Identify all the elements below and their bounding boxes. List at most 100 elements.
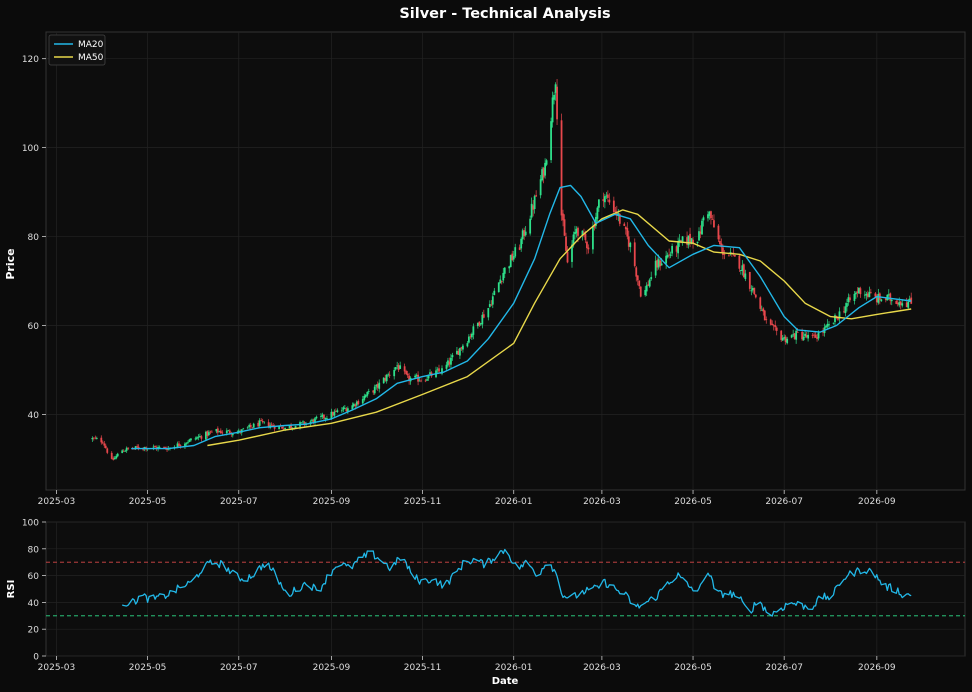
candle-body: [441, 368, 443, 374]
candle-body: [445, 364, 448, 369]
candle-body: [612, 200, 615, 212]
candle-body: [514, 247, 517, 257]
candle-body: [593, 225, 596, 228]
candle-body: [303, 422, 306, 425]
candle-body: [467, 336, 470, 343]
candle-body: [366, 391, 369, 396]
candle-body: [562, 213, 564, 221]
candle-body: [587, 247, 590, 250]
candle-body: [115, 455, 118, 459]
candle-body: [665, 255, 668, 264]
candle-body: [805, 335, 808, 338]
candle-body: [680, 240, 682, 242]
candle-body: [807, 334, 809, 339]
price-ytick-label: 80: [28, 233, 40, 243]
candle-body: [438, 368, 440, 372]
candle-body: [354, 404, 357, 407]
candle-body: [801, 331, 804, 340]
candle-body: [563, 219, 566, 236]
candle-body: [838, 311, 841, 319]
price-xtick-label: 2025-09: [313, 497, 351, 507]
price-ytick-label: 40: [28, 411, 40, 421]
candle-body: [544, 162, 546, 176]
candle-body: [300, 422, 303, 424]
candle-body: [448, 361, 451, 365]
candle-body: [907, 301, 910, 308]
candle-body: [783, 337, 786, 339]
candle-body: [748, 272, 751, 289]
candle-body: [210, 431, 213, 433]
candle-body: [382, 377, 385, 384]
candle-body: [221, 432, 224, 434]
candle-body: [426, 379, 428, 381]
candle-body: [499, 279, 502, 284]
candle-body: [125, 447, 128, 451]
rsi-xtick-label: 2026-05: [674, 663, 712, 673]
candle-body: [889, 293, 892, 301]
candle-body: [482, 314, 485, 318]
candle-body: [270, 424, 273, 426]
candle-body: [753, 287, 756, 295]
candle-body: [647, 284, 650, 286]
candle-body: [659, 260, 662, 267]
candle-body: [134, 446, 137, 449]
candle-body: [575, 228, 578, 234]
rsi-reference-lines: [46, 561, 965, 617]
candle-body: [738, 255, 741, 269]
candle-body: [197, 436, 200, 438]
candle-body: [858, 287, 860, 294]
candle-body: [529, 218, 532, 234]
candle-body: [905, 302, 908, 308]
candle-body: [880, 299, 883, 302]
candle-body: [493, 290, 496, 296]
candle-body: [597, 199, 600, 208]
candle-body: [290, 425, 292, 429]
candle-body: [846, 303, 848, 307]
candle-body: [334, 410, 337, 412]
candle-body: [302, 421, 304, 423]
candle-body: [813, 334, 815, 336]
candle-body: [603, 196, 606, 203]
rsi-ytick-label: 80: [28, 545, 40, 555]
candle-body: [660, 263, 663, 266]
candle-body: [121, 450, 124, 454]
candle-body: [227, 430, 230, 432]
candle-body: [595, 217, 597, 226]
candle-body: [466, 343, 469, 347]
rsi-ytick-label: 40: [28, 599, 40, 609]
candle-body: [542, 167, 545, 178]
candle-body: [713, 220, 715, 228]
candle-body: [602, 199, 605, 202]
candle-body: [901, 303, 904, 306]
candle-body: [336, 410, 339, 412]
candle-body: [351, 405, 354, 410]
candle-body: [509, 255, 512, 268]
candle-body: [460, 347, 463, 349]
candle-body: [376, 383, 379, 388]
candle-body: [583, 232, 585, 234]
candle-body: [393, 370, 396, 377]
price-xtick-label: 2026-07: [765, 497, 803, 507]
candle-body: [722, 247, 724, 255]
candle-body: [750, 290, 753, 292]
candle-body: [94, 437, 97, 439]
price-xtick-label: 2025-11: [404, 497, 442, 507]
candle-body: [92, 437, 95, 439]
candle-body: [545, 160, 548, 165]
candle-body: [110, 452, 113, 459]
candle-body: [717, 225, 720, 240]
chart-title: Silver - Technical Analysis: [399, 6, 610, 22]
candle-body: [320, 416, 322, 417]
candle-body: [623, 223, 626, 226]
rsi-xtick-label: 2025-11: [404, 663, 442, 673]
candle-body: [895, 301, 898, 304]
candle-body: [216, 428, 219, 433]
candle-body: [584, 233, 587, 240]
candle-body: [206, 431, 209, 436]
candle-body: [834, 315, 836, 323]
candle-body: [874, 293, 877, 297]
candle-body: [420, 380, 422, 382]
candle-body: [472, 326, 475, 335]
